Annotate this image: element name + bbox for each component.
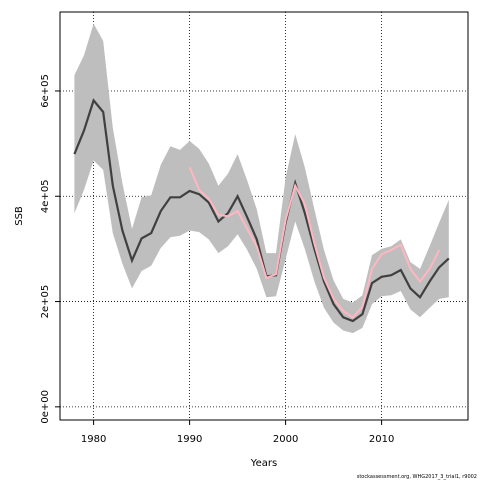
x-axis: 1980 1990 2000 2010 [81,420,394,445]
footer-credit: stockassessment.org, WHG2017_3_trial1, r… [357,474,477,480]
x-tick-label-1980: 1980 [81,434,106,445]
y-tick-label-0e+00: 0e+00 [40,390,51,424]
ssb-estimate-line [73,98,450,323]
confidence-band [74,23,449,334]
x-tick-label-1990: 1990 [177,434,202,445]
y-tick-label-4e+05: 4e+05 [40,179,51,213]
y-tick-label-2e+05: 2e+05 [40,285,51,319]
ssb-retro-line [188,166,441,319]
plot-frame [59,11,469,421]
x-axis-title: Years [250,458,277,469]
x-tick-label-2010: 2010 [369,434,394,445]
y-tick-label-6e+05: 6e+05 [40,74,51,108]
x-tick-label-2000: 2000 [273,434,298,445]
y-axis-title: SSB [14,206,25,226]
y-axis: 0e+00 2e+05 4e+05 6e+05 [40,74,60,424]
